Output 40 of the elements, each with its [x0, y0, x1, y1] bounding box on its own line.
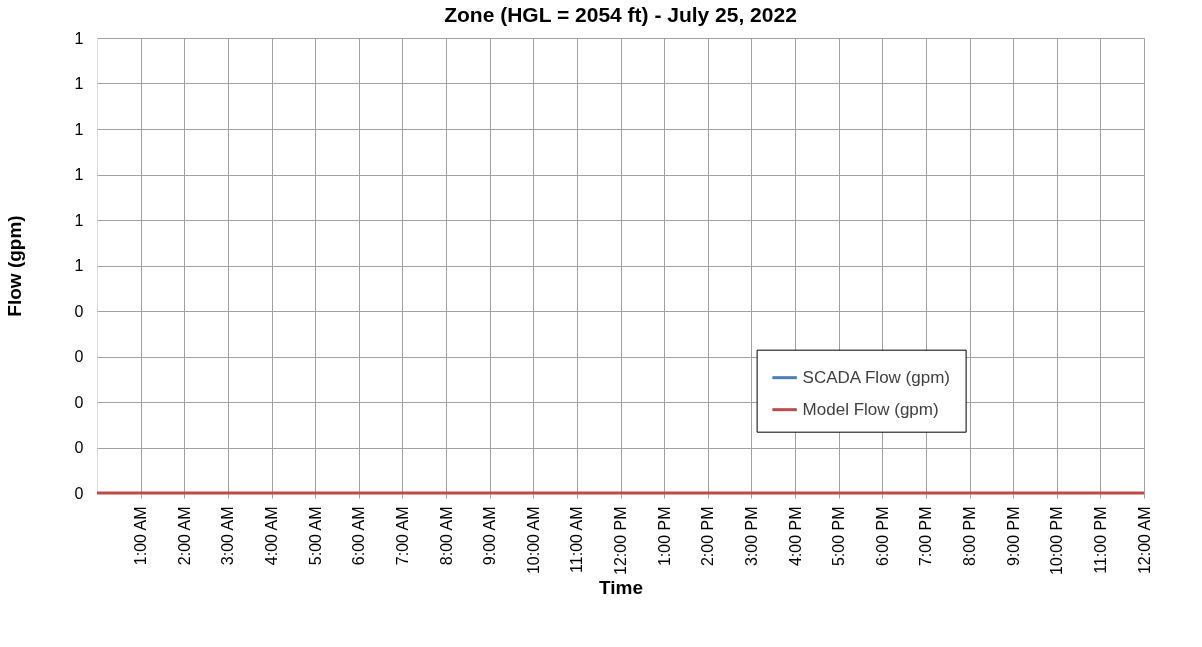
x-tick-label: 6:00 AM [350, 506, 368, 566]
x-tick-label: 3:00 PM [742, 506, 760, 567]
x-tick-label: 9:00 AM [481, 506, 499, 566]
y-tick-label: 0 [74, 393, 84, 411]
x-axis-title: Time [598, 576, 644, 598]
x-tick-label: 12:00 PM [612, 506, 629, 575]
x-tick-label: 10:00 PM [1048, 506, 1066, 575]
y-tick-label: 1 [74, 166, 84, 183]
x-tick-label: 5:00 AM [306, 506, 324, 566]
y-tick-label: 0 [74, 439, 84, 456]
x-tick-label: 2:00 PM [699, 506, 717, 567]
legend-label: SCADA Flow (gpm) [802, 367, 950, 387]
x-tick-label: 8:00 PM [961, 506, 978, 567]
x-tick-label: 5:00 PM [830, 506, 848, 567]
x-tick-label: 3:00 AM [219, 506, 237, 566]
y-tick-label: 0 [74, 484, 84, 502]
x-tick-label: 7:00 AM [393, 506, 411, 566]
y-tick-label: 0 [74, 302, 84, 320]
y-tick-label: 1 [74, 75, 84, 92]
y-axis-title: Flow (gpm) [3, 215, 25, 317]
x-tick-label: 9:00 PM [1004, 506, 1022, 567]
x-tick-label: 10:00 AM [524, 506, 542, 575]
x-tick-label: 8:00 AM [437, 506, 455, 566]
y-tick-label: 1 [74, 120, 84, 138]
x-tick-label: 2:00 AM [175, 506, 193, 566]
x-tick-label: 4:00 AM [263, 506, 280, 566]
x-tick-label: 12:00 AM [1135, 506, 1153, 575]
y-tick-label: 1 [74, 211, 84, 229]
legend-label: Model Flow (gpm) [802, 399, 939, 419]
y-tick-label: 1 [74, 257, 84, 274]
chart-title: Zone (HGL = 2054 ft) - July 25, 2022 [444, 3, 797, 26]
x-tick-label: 1:00 AM [132, 506, 150, 566]
x-tick-label: 7:00 PM [917, 506, 935, 567]
y-tick-label: 1 [74, 29, 84, 47]
x-tick-label: 4:00 PM [786, 506, 804, 567]
x-tick-label: 1:00 PM [655, 506, 673, 567]
x-tick-label: 6:00 PM [873, 506, 891, 567]
x-tick-label: 11:00 PM [1091, 506, 1109, 574]
y-tick-label: 0 [74, 348, 84, 365]
x-tick-label: 11:00 AM [568, 506, 586, 573]
